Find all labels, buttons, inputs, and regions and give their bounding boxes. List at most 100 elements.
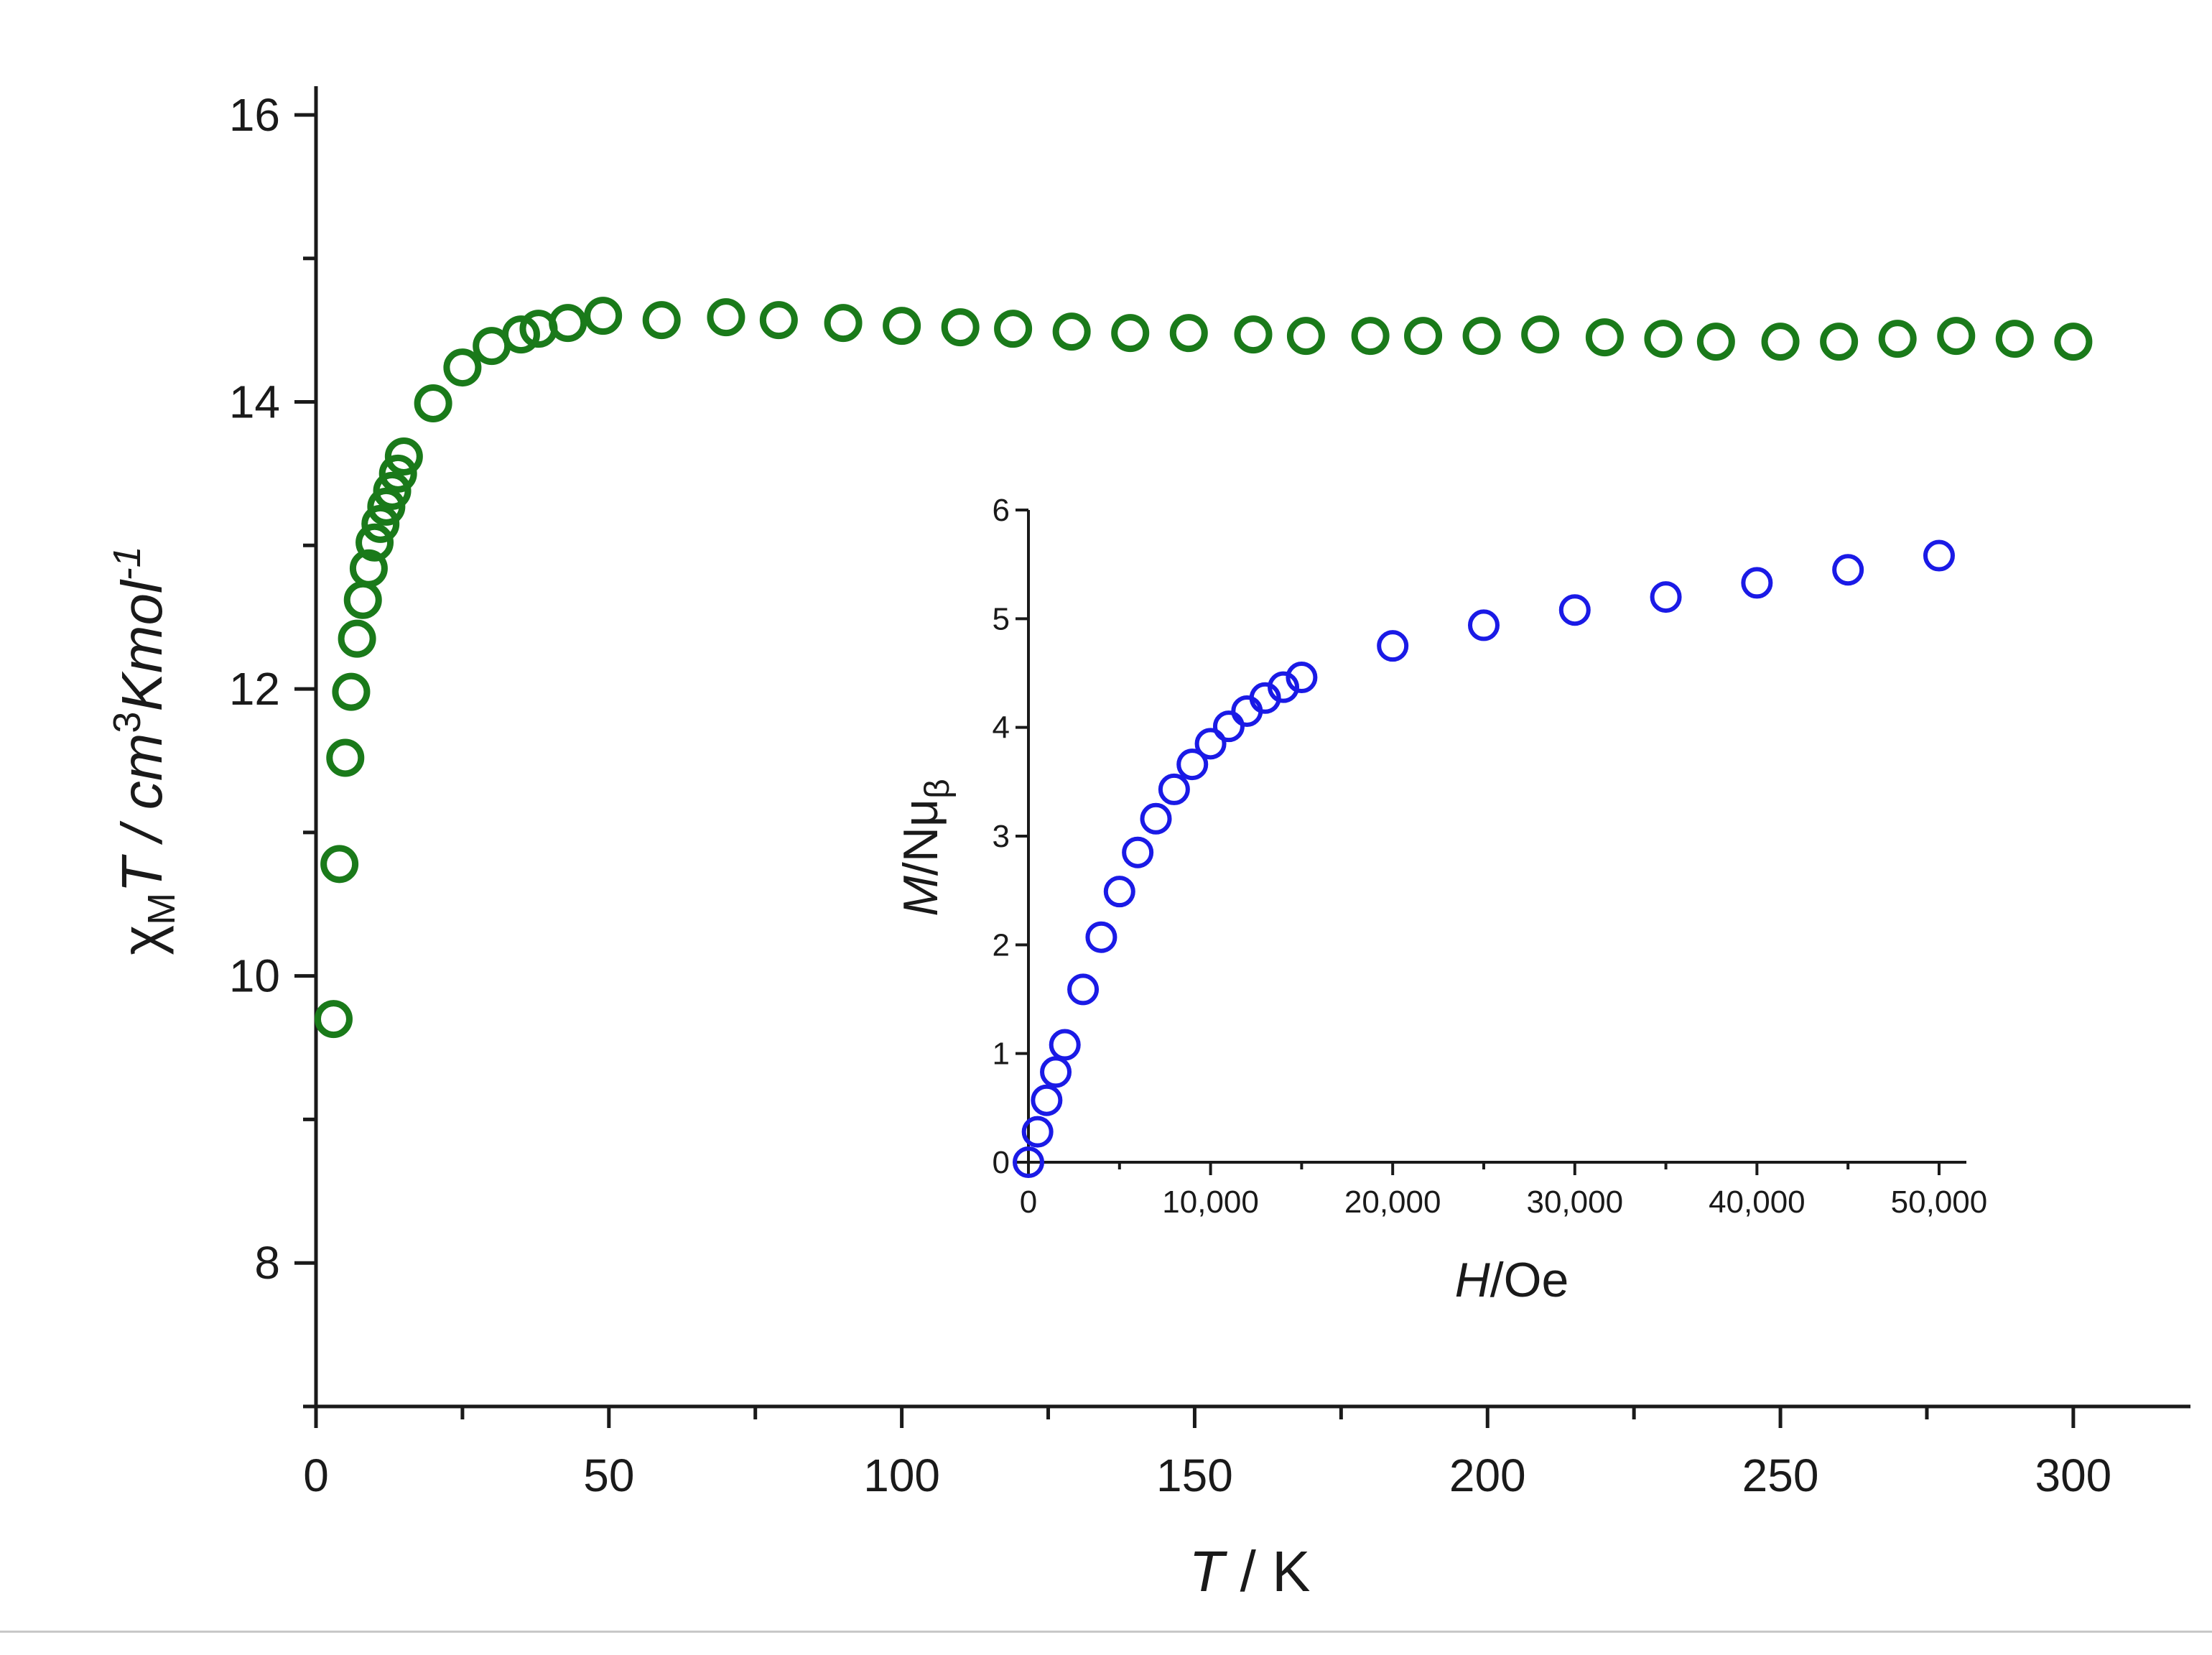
inset-data-point — [1021, 1116, 1054, 1148]
main-data-point — [356, 523, 394, 562]
main-data-point — [1820, 323, 1859, 361]
main-data-point — [1404, 317, 1443, 356]
inset-data-point — [1085, 921, 1117, 953]
main-x-tick-label: 250 — [1742, 1450, 1819, 1501]
inset-y-tick-label: 4 — [993, 710, 1010, 746]
inset-y-axis-unit: /Nμ — [893, 799, 948, 876]
main-data-point — [1286, 317, 1325, 356]
main-data-point — [1761, 323, 1800, 361]
main-x-tick-label: 100 — [863, 1450, 940, 1501]
main-data-point — [349, 549, 388, 588]
main-x-tick-label: 300 — [2035, 1450, 2111, 1501]
main-data-point — [443, 348, 482, 387]
inset-data-point — [1176, 748, 1209, 781]
inset-data-point — [1040, 1056, 1072, 1088]
main-y-tick-label: 10 — [229, 950, 280, 1002]
main-data-point — [1995, 320, 2034, 358]
main-data-point — [549, 304, 587, 343]
main-data-point — [584, 297, 623, 335]
main-data-point — [1585, 318, 1624, 357]
inset-data-point — [1103, 876, 1135, 908]
inset-data-point — [1212, 710, 1245, 743]
main-data-point — [378, 454, 417, 493]
inset-data-point — [1268, 671, 1300, 703]
main-data-point — [941, 308, 980, 347]
main-y-axis-unit-b: Kmol — [110, 579, 174, 711]
main-data-point — [1169, 314, 1208, 353]
main-y-axis-var: T — [110, 854, 174, 893]
inset-data-point — [1158, 773, 1190, 805]
inset-ticks — [1016, 509, 1941, 1175]
main-data-point — [314, 1000, 353, 1039]
main-y-axis-title: χMT / cm3Kmol-1 — [106, 546, 183, 955]
main-data-point — [1878, 320, 1917, 358]
main-data-point — [1521, 315, 1560, 354]
inset-tick-labels: 0 10,000 20,000 30,000 40,000 50,000 0 1 2 3 4 5 6 — [993, 493, 1988, 1220]
main-x-tick-label: 200 — [1449, 1450, 1526, 1501]
main-y-tick-label: 16 — [229, 89, 280, 141]
main-data-point — [1696, 323, 1735, 361]
inset-data-point — [1741, 567, 1773, 599]
main-y-axis-unit-a: / cm — [110, 733, 174, 858]
inset-y-tick-label: 0 — [993, 1145, 1010, 1180]
inset-data-point — [1140, 802, 1172, 835]
main-x-tick-label: 150 — [1156, 1450, 1233, 1501]
main-data-point — [361, 504, 400, 543]
inset-y-tick-label: 6 — [993, 493, 1010, 528]
inset-x-axis-title: H/Oe — [1455, 1253, 1569, 1307]
inset-y-axis-sub: β — [919, 779, 957, 799]
inset-x-tick-label: 0 — [1020, 1185, 1037, 1220]
inset-data-point — [1049, 1029, 1081, 1061]
inset-x-tick-label: 50,000 — [1891, 1185, 1988, 1220]
inset-y-axis-var: M — [893, 876, 948, 917]
inset-data-point — [1122, 836, 1154, 868]
main-x-tick-label: 50 — [583, 1450, 634, 1501]
inset-data-points — [1013, 539, 1955, 1178]
main-y-axis-chi: χ — [110, 925, 174, 955]
main-data-point — [384, 437, 423, 476]
inset-data-point — [1031, 1084, 1063, 1116]
main-data-point — [2054, 323, 2093, 361]
inset-data-point — [1650, 581, 1682, 613]
main-y-axis-sup-b: -1 — [106, 546, 149, 580]
main-axes — [314, 86, 2190, 1409]
main-data-point — [1351, 317, 1390, 356]
main-data-point — [642, 301, 681, 340]
main-y-tick-label: 12 — [229, 663, 280, 715]
main-data-point — [707, 298, 745, 337]
main-data-point — [414, 384, 452, 423]
main-data-point — [343, 580, 382, 619]
inset-data-point — [1832, 554, 1864, 586]
main-x-axis-title: T / K — [1189, 1539, 1311, 1603]
main-data-points — [314, 297, 2093, 1039]
bottom-divider — [0, 1631, 2212, 1633]
inset-x-tick-label: 30,000 — [1526, 1185, 1623, 1220]
inset-data-point — [1067, 973, 1100, 1006]
main-data-point — [501, 315, 540, 354]
main-data-point — [994, 310, 1033, 348]
main-y-axis-sub: M — [140, 893, 183, 925]
main-data-point — [1111, 314, 1150, 353]
main-y-axis-sup-a: 3 — [106, 712, 149, 733]
main-y-tick-label: 14 — [229, 376, 280, 428]
main-data-point — [1462, 317, 1501, 356]
main-x-tick-label: 0 — [303, 1450, 329, 1501]
main-data-point — [883, 307, 921, 346]
inset-data-point — [1467, 609, 1500, 641]
main-data-point — [1052, 312, 1091, 351]
main-y-tick-label: 8 — [254, 1237, 280, 1289]
main-data-point — [1234, 315, 1273, 354]
main-data-point — [338, 619, 376, 658]
inset-x-tick-label: 10,000 — [1162, 1185, 1259, 1220]
main-x-axis-unit: / K — [1224, 1539, 1310, 1603]
inset-y-tick-label: 2 — [993, 927, 1010, 963]
main-data-point — [326, 738, 365, 777]
main-data-point — [1644, 320, 1683, 358]
main-data-point — [759, 301, 798, 340]
inset-x-tick-label: 20,000 — [1344, 1185, 1441, 1220]
main-data-point — [1937, 317, 1976, 356]
inset-data-point — [1377, 630, 1409, 662]
main-data-point — [373, 471, 412, 510]
